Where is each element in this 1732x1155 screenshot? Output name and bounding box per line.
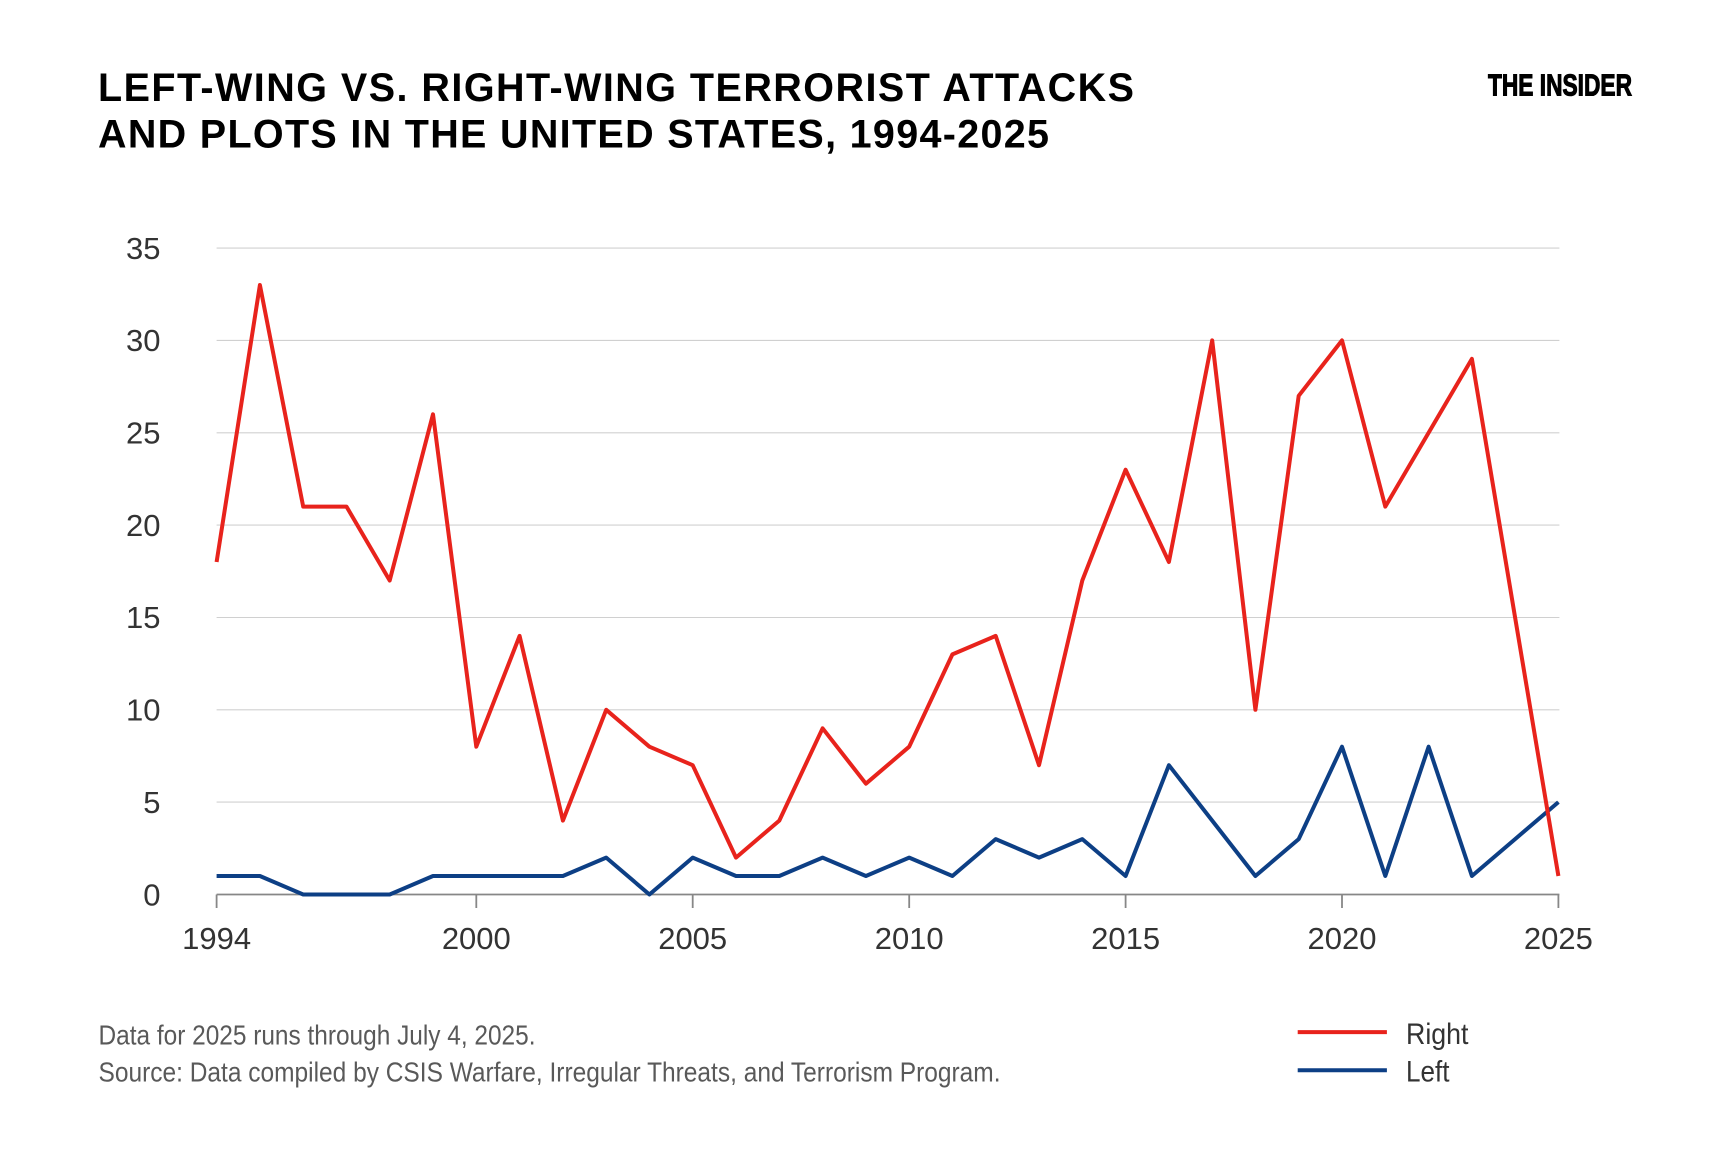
svg-text:Left: Left (1406, 1055, 1450, 1088)
svg-text:20: 20 (126, 508, 160, 543)
svg-text:2010: 2010 (875, 921, 944, 956)
svg-text:1994: 1994 (182, 921, 251, 956)
svg-text:25: 25 (126, 416, 160, 451)
svg-text:AND PLOTS IN THE UNITED STATES: AND PLOTS IN THE UNITED STATES, 1994-202… (98, 113, 1049, 157)
svg-text:2015: 2015 (1091, 921, 1160, 956)
svg-text:2020: 2020 (1308, 921, 1377, 956)
svg-text:10: 10 (126, 693, 160, 728)
svg-text:35: 35 (126, 231, 160, 266)
svg-text:THE INSIDER: THE INSIDER (1488, 68, 1632, 103)
svg-text:2005: 2005 (658, 921, 727, 956)
svg-text:LEFT-WING VS. RIGHT-WING TERRO: LEFT-WING VS. RIGHT-WING TERRORIST ATTAC… (98, 66, 1134, 110)
svg-text:30: 30 (126, 323, 160, 358)
svg-text:Data for 2025 runs through Jul: Data for 2025 runs through July 4, 2025. (99, 1020, 536, 1051)
svg-text:15: 15 (126, 600, 160, 635)
svg-text:5: 5 (143, 785, 160, 820)
svg-text:Source: Data compiled by CSIS: Source: Data compiled by CSIS Warfare, I… (99, 1057, 1001, 1088)
svg-text:Right: Right (1406, 1018, 1469, 1051)
svg-text:0: 0 (143, 877, 160, 912)
svg-text:2025: 2025 (1524, 921, 1593, 956)
svg-text:2000: 2000 (442, 921, 511, 956)
